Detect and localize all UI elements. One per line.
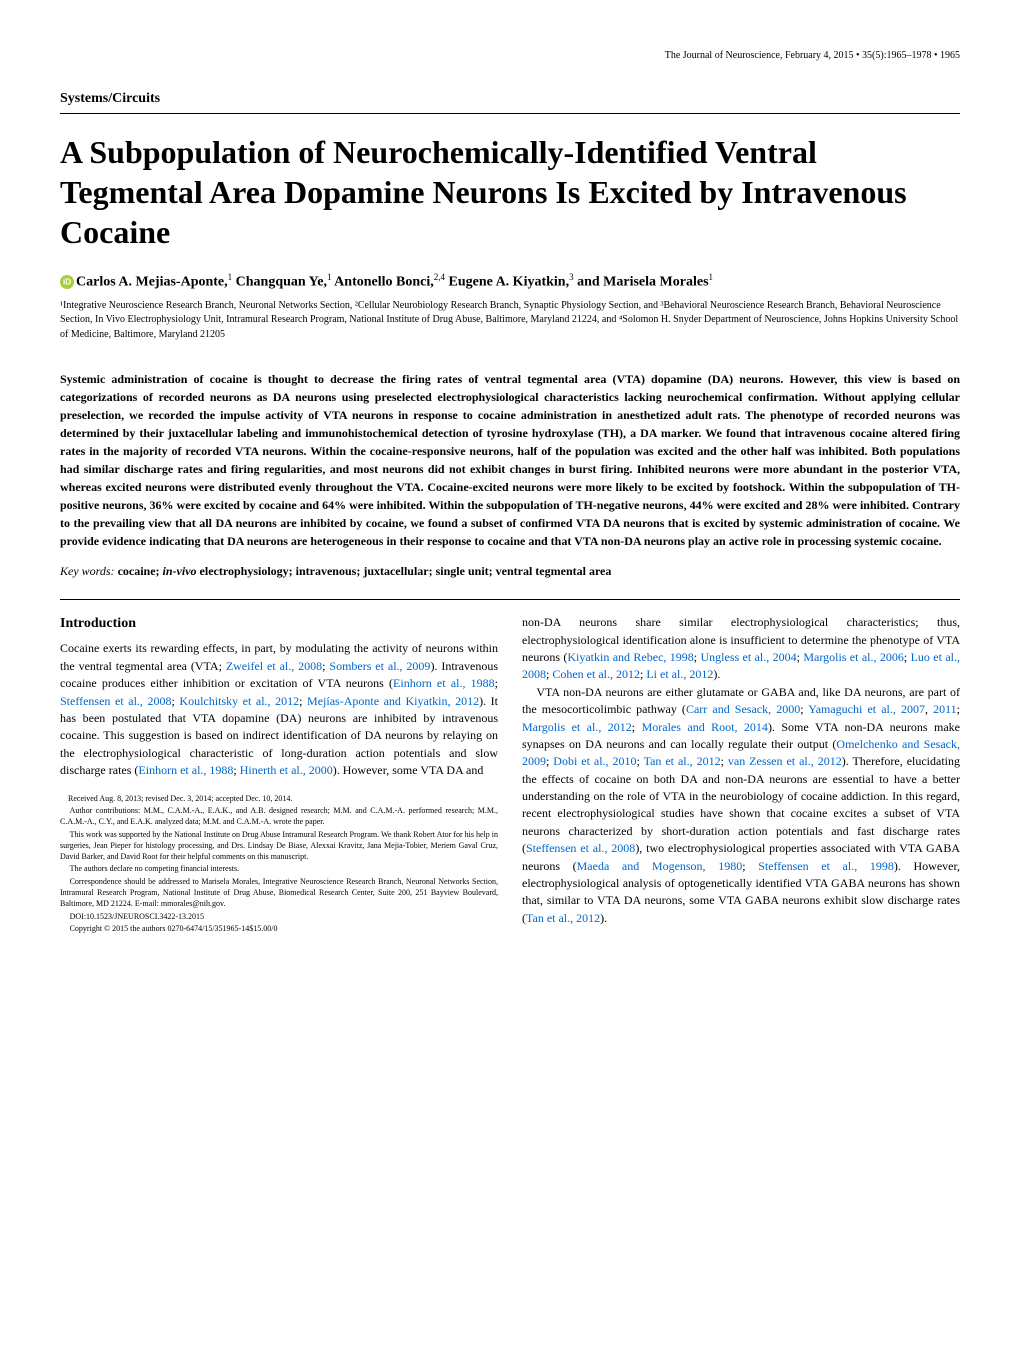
divider [60, 113, 960, 114]
citation: Margolis et al., 2006 [803, 650, 904, 664]
author-5: and Marisela Morales [574, 275, 709, 290]
keywords-text: cocaine; in-vivo electrophysiology; intr… [115, 564, 612, 578]
citation: Tan et al., 2012 [644, 754, 721, 768]
footnote-interests: The authors declare no competing financi… [60, 864, 498, 875]
citation: Einhorn et al., 1988 [393, 676, 495, 690]
author-2: Changquan Ye, [232, 275, 327, 290]
introduction-heading: Introduction [60, 614, 498, 634]
abstract: Systemic administration of cocaine is th… [60, 370, 960, 550]
citation: van Zessen et al., 2012 [728, 754, 842, 768]
authors-line: Carlos A. Mejias-Aponte,1 Changquan Ye,1… [60, 272, 960, 291]
footnote-doi: DOI:10.1523/JNEUROSCI.3422-13.2015 [60, 912, 498, 923]
author-1: Carlos A. Mejias-Aponte, [76, 275, 228, 290]
author-4: Eugene A. Kiyatkin, [445, 275, 569, 290]
citation: Mejías-Aponte and Kiyatkin, 2012 [307, 694, 479, 708]
citation: Maeda and Mogenson, 1980 [577, 859, 743, 873]
citation: Steffensen et al., 2008 [526, 841, 635, 855]
citation: Cohen et al., 2012 [552, 667, 640, 681]
author-5-sup: 1 [709, 272, 714, 282]
citation: Dobi et al., 2010 [553, 754, 636, 768]
citation: Morales and Root, 2014 [642, 720, 768, 734]
journal-header: The Journal of Neuroscience, February 4,… [60, 50, 960, 61]
citation: Yamaguchi et al., 2007 [808, 702, 925, 716]
citation: Zweifel et al., 2008 [226, 659, 322, 673]
divider-2 [60, 599, 960, 600]
intro-paragraph: Cocaine exerts its rewarding effects, in… [60, 640, 498, 779]
footnote-received: Received Aug. 8, 2013; revised Dec. 3, 2… [60, 794, 498, 805]
footnote-support: This work was supported by the National … [60, 830, 498, 862]
citation: Ungless et al., 2004 [701, 650, 797, 664]
citation: Steffensen et al., 2008 [60, 694, 171, 708]
keywords-label: Key words: [60, 564, 115, 578]
citation: Koulchitsky et al., 2012 [179, 694, 299, 708]
citation: Hinerth et al., 2000 [240, 763, 333, 777]
article-title: A Subpopulation of Neurochemically-Ident… [60, 132, 960, 252]
right-p2: VTA non-DA neurons are either glutamate … [522, 684, 960, 927]
citation: Li et al., 2012 [646, 667, 713, 681]
author-3-sup: 2,4 [434, 272, 445, 282]
citation: Steffensen et al., 1998 [758, 859, 894, 873]
footnote-correspondence: Correspondence should be addressed to Ma… [60, 877, 498, 909]
citation: Kiyatkin and Rebec, 1998 [567, 650, 693, 664]
footnotes: Received Aug. 8, 2013; revised Dec. 3, 2… [60, 794, 498, 936]
footnote-copyright: Copyright © 2015 the authors 0270-6474/1… [60, 924, 498, 935]
author-3: Antonello Bonci, [331, 275, 433, 290]
body-columns: Introduction Cocaine exerts its rewardin… [60, 614, 960, 937]
right-p1: non-DA neurons share similar electrophys… [522, 614, 960, 684]
keywords: Key words: cocaine; in-vivo electrophysi… [60, 564, 960, 579]
footnote-contributions: Author contributions: M.M., C.A.M.-A., E… [60, 806, 498, 828]
orcid-icon [60, 275, 74, 289]
affiliations: ¹Integrative Neuroscience Research Branc… [60, 299, 960, 343]
citation: Margolis et al., 2012 [522, 720, 632, 734]
citation: Einhorn et al., 1988 [138, 763, 233, 777]
right-column: non-DA neurons share similar electrophys… [522, 614, 960, 937]
citation: Carr and Sesack, 2000 [686, 702, 800, 716]
section-label: Systems/Circuits [60, 91, 960, 107]
citation: 2011 [933, 702, 957, 716]
citation: Tan et al., 2012 [526, 911, 600, 925]
citation: Sombers et al., 2009 [329, 659, 430, 673]
left-column: Introduction Cocaine exerts its rewardin… [60, 614, 498, 937]
